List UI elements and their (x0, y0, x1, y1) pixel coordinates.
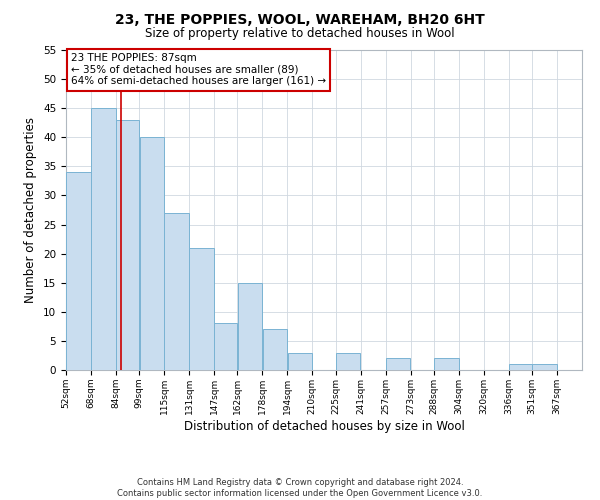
Bar (91, 108, 116, 370)
Bar (509, 364, 532, 370)
X-axis label: Distribution of detached houses by size in Wool: Distribution of detached houses by size … (184, 420, 464, 432)
Bar (116, 120, 139, 370)
Bar (214, 324, 237, 370)
Text: Size of property relative to detached houses in Wool: Size of property relative to detached ho… (145, 28, 455, 40)
Text: 23 THE POPPIES: 87sqm
← 35% of detached houses are smaller (89)
64% of semi-deta: 23 THE POPPIES: 87sqm ← 35% of detached … (71, 53, 326, 86)
Bar (263, 330, 287, 370)
Bar (66, 172, 91, 370)
Bar (140, 138, 164, 370)
Bar (532, 364, 557, 370)
Bar (164, 213, 189, 370)
Bar (386, 358, 410, 370)
Text: Contains HM Land Registry data © Crown copyright and database right 2024.
Contai: Contains HM Land Registry data © Crown c… (118, 478, 482, 498)
Bar (434, 358, 458, 370)
Bar (238, 282, 262, 370)
Bar (190, 248, 214, 370)
Bar (336, 352, 361, 370)
Text: 23, THE POPPIES, WOOL, WAREHAM, BH20 6HT: 23, THE POPPIES, WOOL, WAREHAM, BH20 6HT (115, 12, 485, 26)
Bar (287, 352, 312, 370)
Y-axis label: Number of detached properties: Number of detached properties (25, 117, 37, 303)
